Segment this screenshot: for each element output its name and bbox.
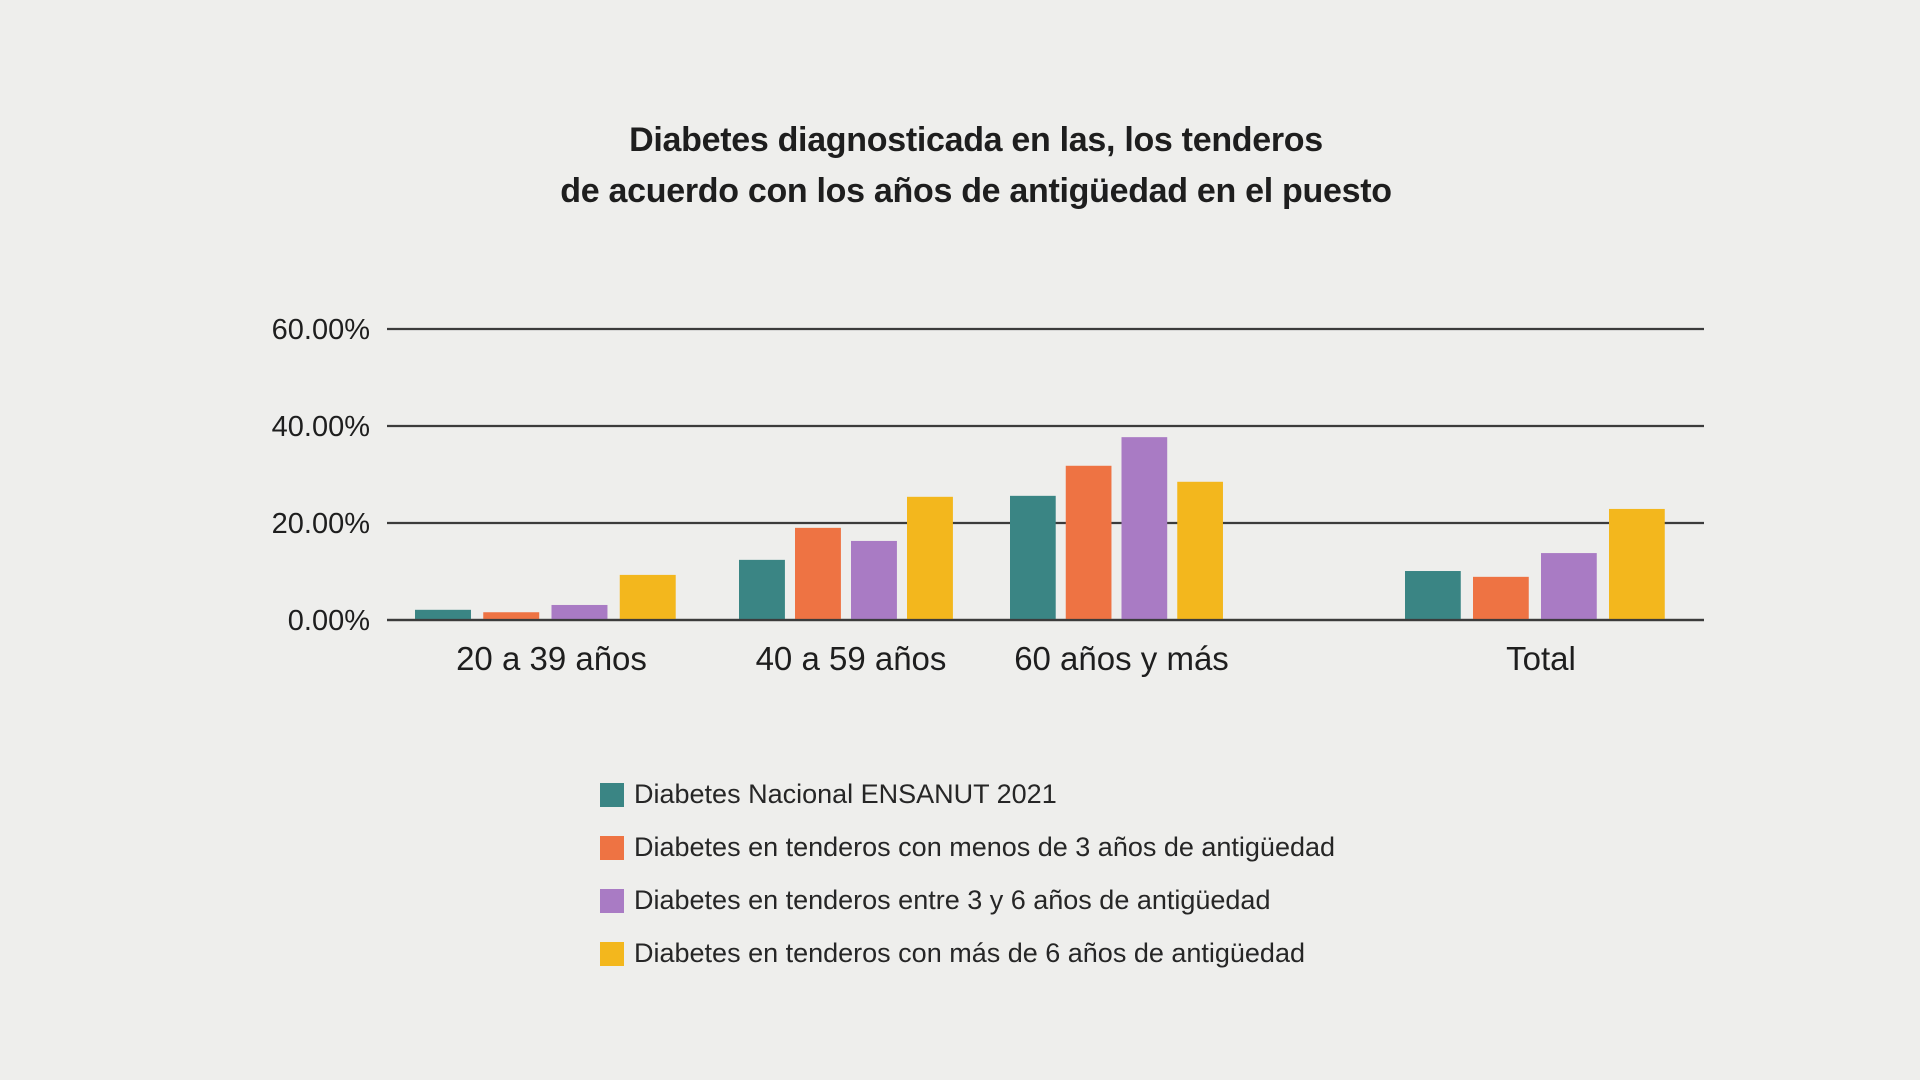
legend-swatch <box>600 782 624 807</box>
x-category-label: 60 años y más <box>1014 640 1229 677</box>
legend-swatch <box>600 888 624 913</box>
legend: Diabetes Nacional ENSANUT 2021 Diabetes e… <box>600 768 1335 980</box>
y-tick-label: 40.00% <box>272 411 370 443</box>
y-tick-label: 60.00% <box>272 314 370 346</box>
y-axis-ticks: 0.00% 20.00% 40.00% 60.00% <box>272 314 370 637</box>
bar <box>1010 495 1056 620</box>
bar <box>739 559 785 620</box>
y-tick-label: 0.00% <box>288 605 370 637</box>
legend-label: Diabetes Nacional ENSANUT 2021 <box>634 779 1057 809</box>
bar <box>1177 481 1223 620</box>
bar <box>1405 571 1461 620</box>
chart-title-line-2: de acuerdo con los años de antigüedad en… <box>560 172 1392 210</box>
bar <box>619 574 676 620</box>
bar <box>551 604 608 620</box>
bar <box>483 612 540 620</box>
bar <box>1473 576 1529 620</box>
bar <box>1541 553 1597 620</box>
x-axis-categories: 20 a 39 años 40 a 59 años 60 años y más Tot… <box>456 640 1576 677</box>
x-category-label: 40 a 59 años <box>756 640 947 677</box>
bar <box>851 540 897 620</box>
legend-item: Diabetes en tenderos con más de 6 años d… <box>600 927 1335 980</box>
legend-label: Diabetes en tenderos entre 3 y 6 años de… <box>634 885 1271 915</box>
bars <box>387 437 1704 622</box>
legend-swatch <box>600 941 624 966</box>
legend-item: Diabetes Nacional ENSANUT 2021 <box>600 768 1335 821</box>
x-category-label: 20 a 39 años <box>456 640 647 677</box>
bar <box>907 496 953 620</box>
legend-label: Diabetes en tenderos con más de 6 años d… <box>634 938 1305 968</box>
bar <box>1609 508 1665 620</box>
x-category-label: Total <box>1506 640 1576 677</box>
bar <box>795 527 841 620</box>
legend-item: Diabetes en tenderos con menos de 3 años… <box>600 821 1335 874</box>
chart-title: Diabetes diagnosticada en las, los tende… <box>0 115 1920 217</box>
legend-swatch <box>600 835 624 860</box>
legend-item: Diabetes en tenderos entre 3 y 6 años de… <box>600 874 1335 927</box>
legend-label: Diabetes en tenderos con menos de 3 años… <box>634 832 1336 862</box>
bar <box>1065 465 1112 620</box>
chart-title-line-1: Diabetes diagnosticada en las, los tende… <box>629 121 1323 159</box>
bar <box>1121 437 1168 620</box>
y-tick-label: 20.00% <box>272 508 370 540</box>
bar <box>415 609 471 620</box>
